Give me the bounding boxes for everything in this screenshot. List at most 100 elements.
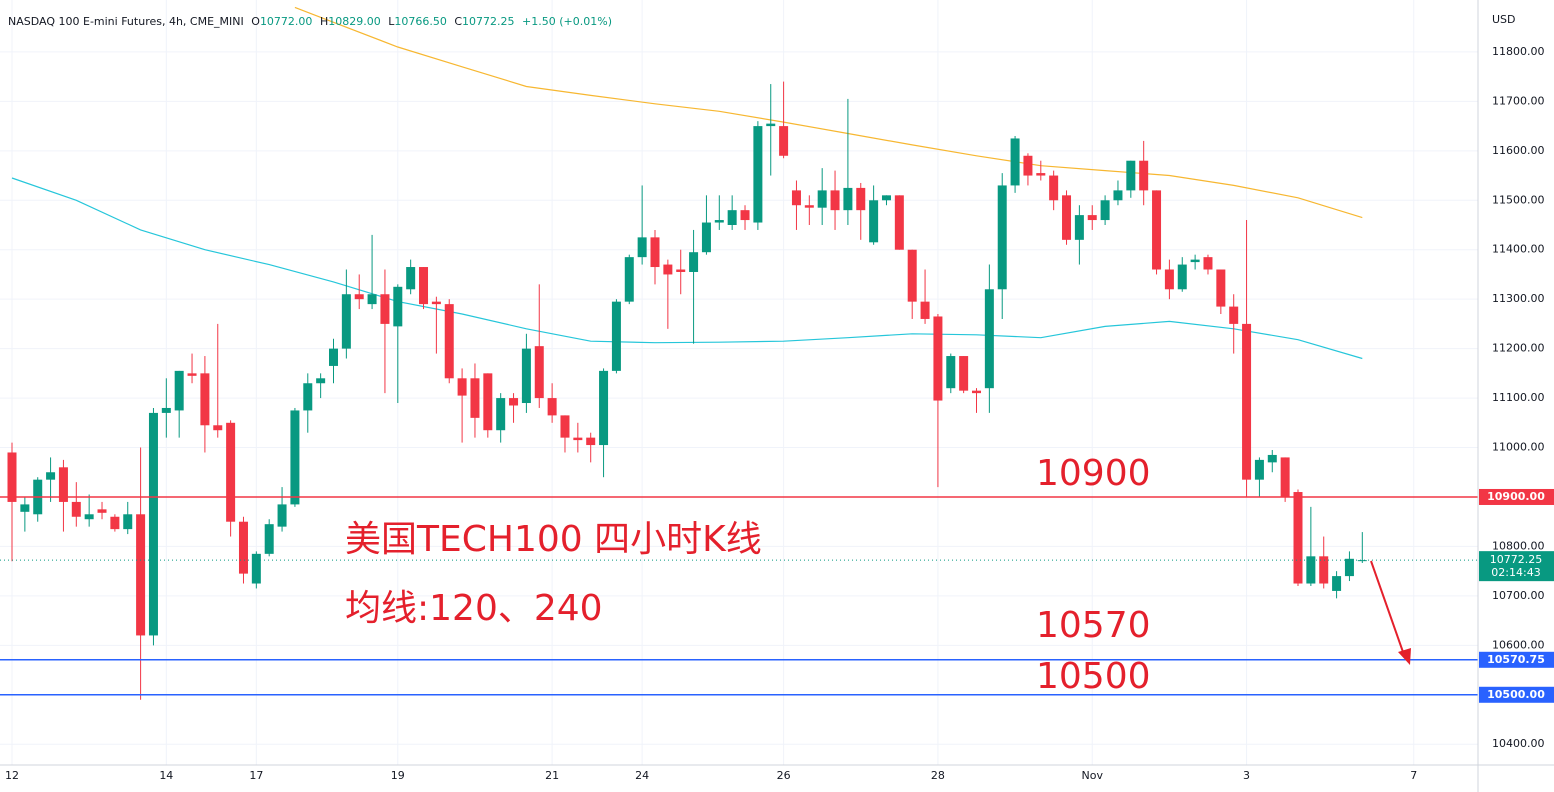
ohlc-label: O <box>251 15 260 28</box>
countdown: 02:14:43 <box>1491 566 1540 579</box>
x-tick-label: 19 <box>391 769 405 782</box>
candle-body <box>444 304 454 379</box>
candle-body <box>1254 459 1264 480</box>
candle-body <box>933 316 943 401</box>
ohlc-label: L <box>388 15 395 28</box>
candle-body <box>303 383 313 411</box>
candle-body <box>830 190 840 211</box>
currency: USD <box>1492 13 1516 26</box>
last-price-label: 10772.25 <box>1490 553 1543 566</box>
candle-body <box>714 220 724 223</box>
candle-body <box>46 472 56 480</box>
ohlc-label: C <box>454 15 462 28</box>
candle-body <box>1113 190 1123 201</box>
price-label: 10500.00 <box>1487 688 1545 701</box>
y-tick-label: 11500.00 <box>1492 193 1545 206</box>
candle-body <box>753 126 763 223</box>
y-tick-label: 11700.00 <box>1492 94 1545 107</box>
candle-body <box>238 521 248 574</box>
candle-body <box>509 398 519 406</box>
price-label-bg <box>1479 686 1554 703</box>
candle-body <box>1074 215 1084 240</box>
candle-body <box>226 422 236 522</box>
x-tick-label: 26 <box>777 769 791 782</box>
ohlc-value: 10772.00 <box>260 15 313 28</box>
annotation: 10500 <box>1036 656 1151 697</box>
candle-body <box>380 294 390 324</box>
y-tick-label: 10800.00 <box>1492 539 1545 552</box>
candle-body <box>663 264 673 275</box>
candle-body <box>869 200 879 243</box>
candle-body <box>766 123 776 127</box>
candle-body <box>624 257 634 302</box>
candle-body <box>894 195 904 250</box>
y-tick-label: 11100.00 <box>1492 391 1545 404</box>
candle-body <box>406 267 416 290</box>
moving-average <box>11 177 1363 360</box>
candle-body <box>534 346 544 399</box>
candle-body <box>329 348 338 366</box>
candle-body <box>200 373 210 426</box>
x-tick-label: 17 <box>249 769 263 782</box>
ohlc-value: 10829.00 <box>328 15 381 28</box>
candle-body <box>1087 215 1097 221</box>
candle-body <box>1010 138 1020 186</box>
price-label: 10570.75 <box>1487 653 1545 666</box>
candle-body <box>136 514 146 636</box>
candle-body <box>1332 576 1342 591</box>
candle-body <box>881 195 891 201</box>
candle-body <box>457 378 467 396</box>
y-tick-label: 11300.00 <box>1492 292 1545 305</box>
y-tick-label: 10700.00 <box>1492 589 1545 602</box>
ohlc-value: 10766.50 <box>394 15 447 28</box>
arrow <box>1370 560 1404 653</box>
candle-body <box>277 504 287 527</box>
candle-body <box>483 373 493 431</box>
y-tick-label: 11800.00 <box>1492 45 1545 58</box>
candle-body <box>959 356 969 391</box>
candle-body <box>637 237 647 258</box>
axes: 10400.00 10500.00 10600.00 10700.00 10800.00… <box>5 45 1554 782</box>
candle-body <box>920 301 930 319</box>
candle-body <box>1036 173 1046 176</box>
candle-body <box>20 504 30 512</box>
price-label-bg <box>1479 651 1554 668</box>
candle-body <box>817 190 827 208</box>
annotation: 10900 <box>1036 453 1151 494</box>
candle-body <box>1139 160 1149 191</box>
candle-body <box>84 514 94 520</box>
price-label-bg <box>1479 488 1554 505</box>
change: +1.50 (+0.01%) <box>522 15 612 28</box>
candle-body <box>1062 195 1072 240</box>
candle-body <box>586 437 596 446</box>
candle-body <box>367 294 377 305</box>
candle-body <box>1190 259 1200 263</box>
candle-body <box>843 187 853 211</box>
y-tick-label: 11600.00 <box>1492 144 1545 157</box>
candle-body <box>1152 190 1162 270</box>
y-tick-label: 10400.00 <box>1492 737 1545 750</box>
annotation: 10570 <box>1036 605 1151 646</box>
candle-body <box>1164 269 1174 290</box>
x-tick-label: 7 <box>1410 769 1417 782</box>
candle-body <box>1126 160 1136 191</box>
candle-body <box>187 373 197 376</box>
candle-body <box>1100 200 1110 221</box>
candle-body <box>97 509 107 513</box>
symbol-title: NASDAQ 100 E-mini Futures, 4h, CME_MINI <box>8 15 244 28</box>
candle-body <box>1267 454 1277 463</box>
header: NASDAQ 100 E-mini Futures, 4h, CME_MINI … <box>8 15 612 28</box>
candle-body <box>689 252 699 272</box>
x-tick-label: 28 <box>931 769 945 782</box>
candle-body <box>946 356 956 389</box>
candle-body <box>174 370 184 411</box>
candle-body <box>997 185 1007 290</box>
candle-body <box>907 249 917 302</box>
annotation: 均线:120、240 <box>345 588 603 629</box>
candle-body <box>972 390 981 394</box>
candle-body <box>1177 264 1187 290</box>
candle-body <box>1203 257 1213 270</box>
candle-body <box>1229 306 1239 324</box>
candle-body <box>804 205 814 208</box>
